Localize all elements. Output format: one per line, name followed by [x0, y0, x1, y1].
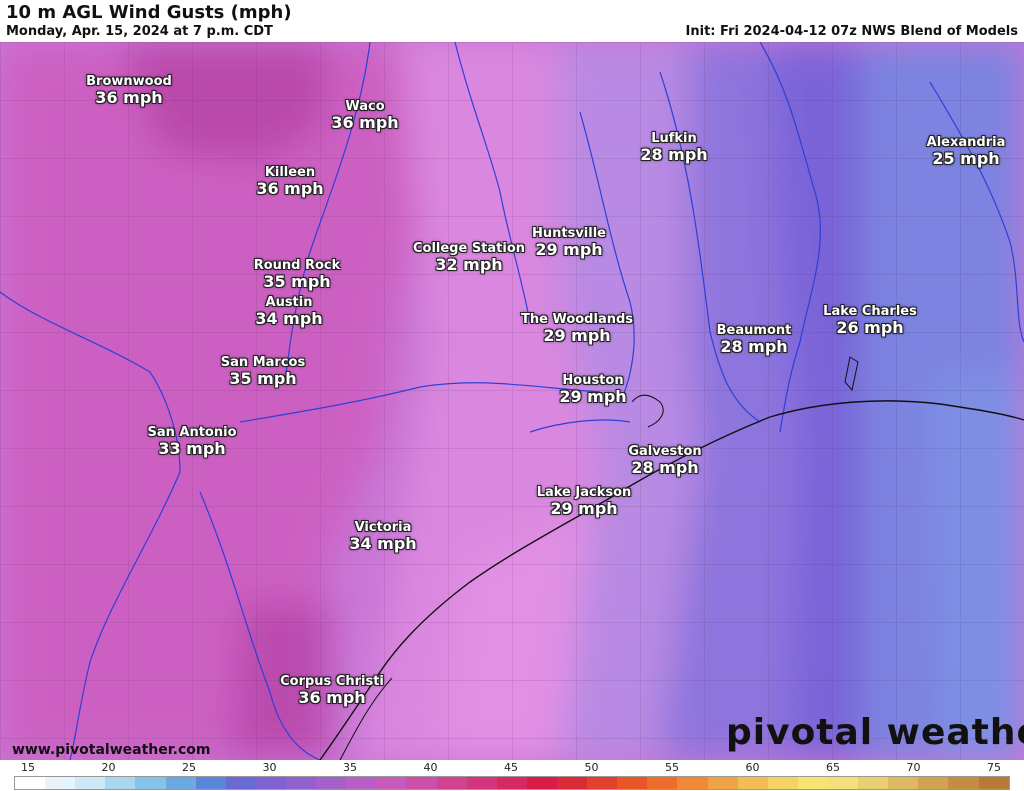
city-label-san-antonio: San Antonio 33 mph: [147, 425, 237, 459]
color-swatch: [45, 777, 76, 789]
city-label-waco: Waco 36 mph: [331, 99, 399, 133]
color-scale-tick: 15: [21, 761, 35, 774]
color-swatch: [858, 777, 889, 789]
color-scale-tick: 20: [101, 761, 116, 774]
coastline: [319, 400, 1024, 760]
color-swatch: [888, 777, 919, 789]
city-label-lake-jackson: Lake Jackson 29 mph: [536, 485, 632, 519]
color-swatch: [948, 777, 979, 789]
color-swatch: [526, 777, 557, 789]
color-swatch: [195, 777, 226, 789]
city-label-brownwood: Brownwood 36 mph: [86, 74, 172, 108]
color-swatch: [15, 777, 46, 789]
color-scale: 15 20 25 30 35 40 45 50 55 60 65 70 75: [0, 761, 1024, 791]
color-scale-tick: 45: [504, 761, 518, 774]
brand-logo: pivotal weather: [726, 712, 1024, 753]
color-swatch: [647, 777, 678, 789]
wind-gust-map: [0, 42, 1024, 760]
map-canvas: [0, 42, 1024, 760]
city-label-san-marcos: San Marcos 35 mph: [220, 355, 306, 389]
color-swatch: [165, 777, 196, 789]
city-label-galveston: Galveston 28 mph: [628, 444, 702, 478]
website-credit: www.pivotalweather.com: [12, 742, 211, 758]
color-swatch: [436, 777, 467, 789]
color-swatch: [918, 777, 949, 789]
color-scale-swatches: [14, 776, 1010, 790]
color-swatch: [285, 777, 317, 789]
color-scale-ticks: 15 20 25 30 35 40 45 50 55 60 65 70 75: [0, 761, 1024, 775]
color-scale-tick: 35: [343, 761, 357, 774]
color-swatch: [797, 777, 828, 789]
model-init: Init: Fri 2024-04-12 07z NWS Blend of Mo…: [685, 24, 1018, 39]
color-swatch: [556, 777, 588, 789]
color-swatch: [105, 777, 136, 789]
city-label-killeen: Killeen 36 mph: [256, 165, 324, 199]
color-swatch: [707, 777, 738, 789]
valid-time: Monday, Apr. 15, 2024 at 7 p.m. CDT: [6, 24, 273, 39]
city-label-huntsville: Huntsville 29 mph: [531, 226, 607, 260]
city-label-houston: Houston 29 mph: [559, 373, 627, 407]
color-swatch: [135, 777, 166, 789]
color-swatch: [255, 777, 286, 789]
color-scale-tick: 25: [182, 761, 196, 774]
city-label-round-rock: Round Rock 35 mph: [253, 258, 341, 292]
city-label-victoria: Victoria 34 mph: [349, 520, 417, 554]
color-scale-tick: 30: [262, 761, 277, 774]
city-label-lufkin: Lufkin 28 mph: [640, 131, 708, 165]
color-swatch: [316, 777, 347, 789]
color-swatch: [376, 777, 407, 789]
color-scale-tick: 40: [423, 761, 438, 774]
city-label-beaumont: Beaumont 28 mph: [716, 323, 792, 357]
city-label-college-station: College Station 32 mph: [412, 241, 526, 275]
color-scale-tick: 70: [906, 761, 921, 774]
color-swatch: [406, 777, 437, 789]
color-swatch: [466, 777, 497, 789]
color-swatch: [496, 777, 527, 789]
color-swatch: [827, 777, 859, 789]
color-swatch: [75, 777, 106, 789]
city-label-austin: Austin 34 mph: [255, 295, 323, 329]
color-scale-tick: 65: [826, 761, 840, 774]
map-header: 10 m AGL Wind Gusts (mph) Monday, Apr. 1…: [0, 0, 1024, 42]
color-swatch: [677, 777, 708, 789]
color-swatch: [617, 777, 648, 789]
color-swatch: [225, 777, 256, 789]
color-scale-tick: 55: [665, 761, 679, 774]
city-label-corpus-christi: Corpus Christi 36 mph: [280, 674, 384, 708]
rivers: [0, 42, 1024, 760]
color-scale-tick: 75: [987, 761, 1001, 774]
color-swatch: [737, 777, 768, 789]
color-scale-tick: 60: [745, 761, 760, 774]
color-swatch: [346, 777, 377, 789]
color-swatch: [978, 777, 1009, 789]
color-scale-tick: 50: [584, 761, 599, 774]
city-label-alexandria: Alexandria 25 mph: [926, 135, 1006, 169]
color-swatch: [767, 777, 798, 789]
color-swatch: [587, 777, 618, 789]
city-label-lake-charles: Lake Charles 26 mph: [823, 304, 917, 338]
map-title: 10 m AGL Wind Gusts (mph): [6, 2, 292, 23]
city-label-the-woodlands: The Woodlands 29 mph: [520, 312, 634, 346]
